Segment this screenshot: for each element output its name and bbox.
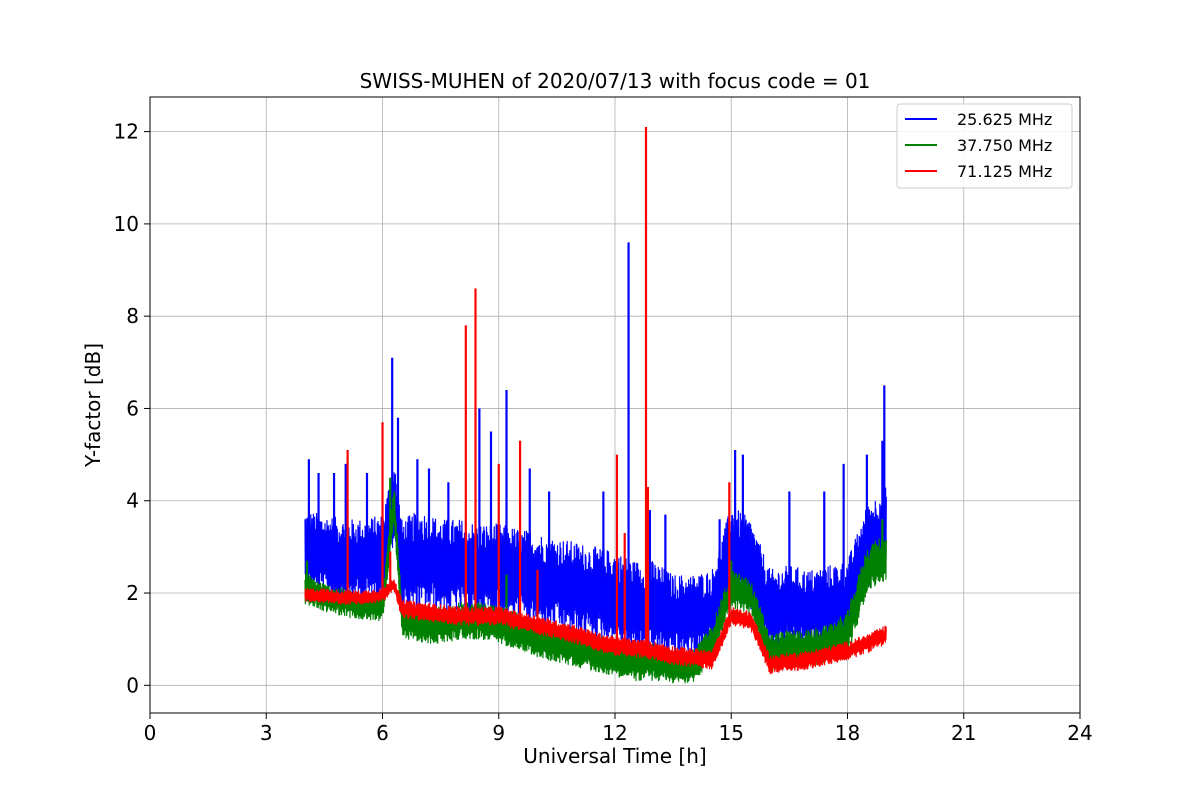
x-axis-label: Universal Time [h] bbox=[523, 744, 706, 768]
legend-label: 25.625 MHz bbox=[957, 110, 1052, 129]
plot-series bbox=[304, 126, 887, 684]
x-tick-label: 6 bbox=[376, 721, 389, 745]
legend-label: 71.125 MHz bbox=[957, 162, 1052, 181]
series-0 bbox=[304, 242, 887, 658]
y-axis-ticks: 0 2 4 6 8 10 12 bbox=[114, 120, 150, 697]
x-tick-label: 0 bbox=[144, 721, 157, 745]
legend-box bbox=[896, 103, 1073, 189]
legend-label: 37.750 MHz bbox=[957, 136, 1052, 155]
y-axis-label: Y-factor [dB] bbox=[81, 343, 105, 468]
chart-title: SWISS-MUHEN of 2020/07/13 with focus cod… bbox=[360, 69, 871, 93]
x-tick-label: 9 bbox=[492, 721, 505, 745]
y-tick-label: 0 bbox=[126, 673, 139, 697]
x-tick-label: 3 bbox=[260, 721, 273, 745]
x-tick-label: 18 bbox=[835, 721, 860, 745]
y-tick-label: 8 bbox=[126, 304, 139, 328]
x-tick-label: 15 bbox=[719, 721, 744, 745]
y-tick-label: 12 bbox=[114, 120, 139, 144]
x-tick-label: 12 bbox=[602, 721, 627, 745]
series-2 bbox=[304, 126, 887, 675]
y-tick-label: 10 bbox=[114, 212, 139, 236]
y-tick-label: 2 bbox=[126, 581, 139, 605]
y-tick-label: 6 bbox=[126, 396, 139, 420]
y-tick-label: 4 bbox=[126, 489, 139, 513]
legend: 25.625 MHz 37.750 MHz 71.125 MHz bbox=[896, 103, 1073, 189]
x-tick-label: 21 bbox=[951, 721, 976, 745]
x-tick-label: 24 bbox=[1067, 721, 1092, 745]
x-axis-ticks: 0 3 6 9 12 15 18 21 24 bbox=[144, 713, 1093, 745]
series-trace bbox=[304, 579, 887, 675]
